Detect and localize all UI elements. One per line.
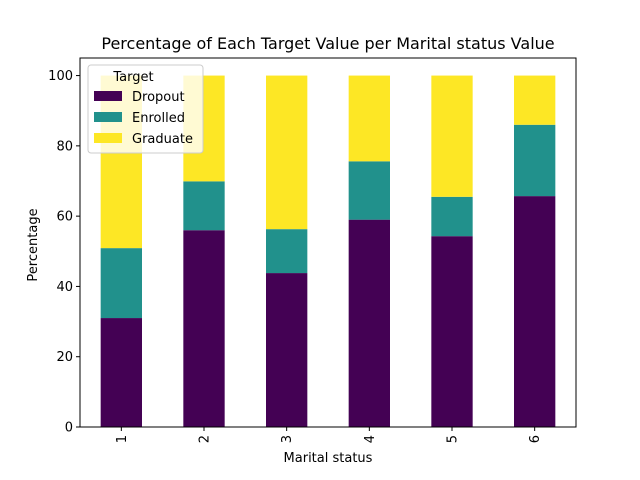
axes-group: 0 20 40 60 80 100 1 2 3 4 5 6 <box>48 57 577 443</box>
bar-dropout-4 <box>348 219 390 427</box>
legend: Target Dropout Enrolled Graduate <box>87 64 204 154</box>
y-tick-label: 40 <box>56 280 73 295</box>
chart-title: Percentage of Each Target Value per Mari… <box>101 34 554 53</box>
bar-graduate-5 <box>431 75 473 197</box>
legend-swatch-graduate <box>94 133 122 143</box>
bar-dropout-3 <box>266 273 308 427</box>
bar-dropout-5 <box>431 236 473 427</box>
y-tick-label: 60 <box>56 210 73 225</box>
x-tick-label: 5 <box>446 435 461 443</box>
bar-dropout-2 <box>183 230 225 427</box>
legend-label-graduate: Graduate <box>132 132 193 147</box>
x-tick-label: 3 <box>280 435 295 443</box>
legend-label-enrolled: Enrolled <box>132 111 185 126</box>
bar-enrolled-6 <box>514 124 556 197</box>
legend-box <box>87 64 204 154</box>
y-tick-label: 80 <box>56 139 73 154</box>
y-tick-label: 100 <box>48 69 73 84</box>
x-axis-label: Marital status <box>284 451 373 466</box>
bar-graduate-6 <box>514 75 556 125</box>
x-tick-label: 2 <box>198 435 213 443</box>
y-tick-label: 20 <box>56 350 73 365</box>
plot-frame <box>79 57 577 428</box>
bar-enrolled-4 <box>348 161 390 220</box>
bar-enrolled-3 <box>266 229 308 274</box>
bar-dropout-6 <box>514 196 556 427</box>
bar-dropout-1 <box>100 318 142 427</box>
legend-label-dropout: Dropout <box>132 90 185 105</box>
legend-swatch-enrolled <box>94 112 122 122</box>
bar-enrolled-5 <box>431 196 473 237</box>
bar-graduate-3 <box>266 75 308 230</box>
legend-swatch-dropout <box>94 91 122 101</box>
bar-enrolled-1 <box>100 248 142 319</box>
x-tick-label: 1 <box>115 435 130 443</box>
bar-enrolled-2 <box>183 181 225 231</box>
x-tick-label: 4 <box>363 435 378 443</box>
y-tick-label: 0 <box>65 421 73 436</box>
legend-title: Target <box>112 70 153 85</box>
x-tick-label: 6 <box>528 435 543 443</box>
y-axis-label: Percentage <box>26 208 41 281</box>
bar-graduate-4 <box>348 75 390 162</box>
